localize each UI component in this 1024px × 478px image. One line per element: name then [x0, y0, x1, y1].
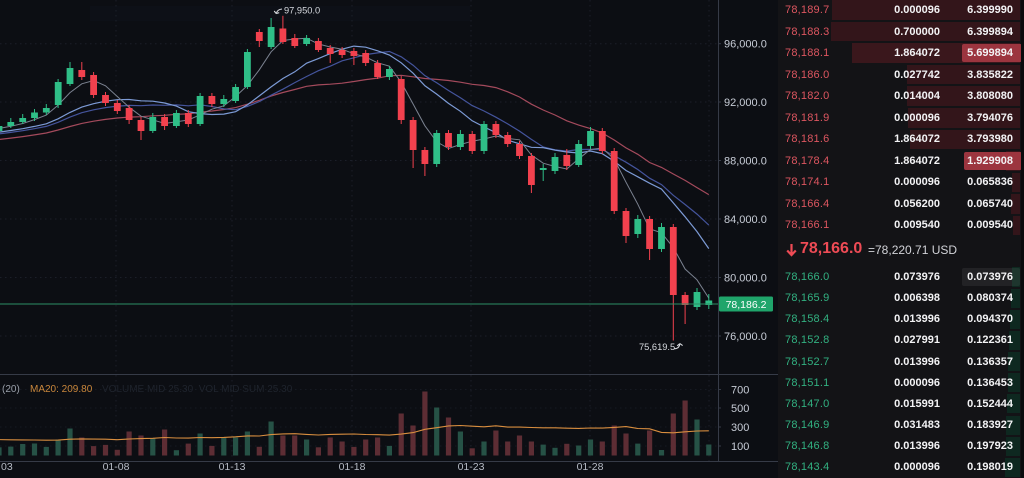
- svg-text:01-18: 01-18: [339, 461, 366, 473]
- svg-text:75,619.5: 75,619.5: [639, 342, 675, 352]
- svg-text:80,000.0: 80,000.0: [724, 273, 767, 285]
- svg-text:300: 300: [731, 422, 749, 434]
- svg-text:01-23: 01-23: [458, 461, 485, 473]
- svg-text:88,000.0: 88,000.0: [724, 156, 767, 168]
- svg-text:92,000.0: 92,000.0: [724, 97, 767, 109]
- svg-text:01-28: 01-28: [577, 461, 604, 473]
- svg-text:01-08: 01-08: [103, 461, 130, 473]
- svg-text:96,000.0: 96,000.0: [724, 39, 767, 51]
- svg-text:VOLUME MID 25.30 VOL MID SUM: VOLUME MID 25.30 VOL MID SUM 25.30: [102, 384, 293, 395]
- svg-text:78,186.2: 78,186.2: [726, 299, 767, 311]
- svg-text:01-13: 01-13: [219, 461, 246, 473]
- svg-text:(20): (20): [2, 384, 20, 395]
- svg-text:500: 500: [731, 403, 749, 415]
- svg-text:97,950.0: 97,950.0: [284, 6, 320, 16]
- svg-text:MA20: 209.80: MA20: 209.80: [30, 384, 93, 395]
- svg-text:100: 100: [731, 441, 749, 453]
- svg-text:76,000.0: 76,000.0: [724, 331, 767, 343]
- svg-text:700: 700: [731, 385, 749, 397]
- svg-text:84,000.0: 84,000.0: [724, 214, 767, 226]
- svg-text:03: 03: [1, 461, 13, 473]
